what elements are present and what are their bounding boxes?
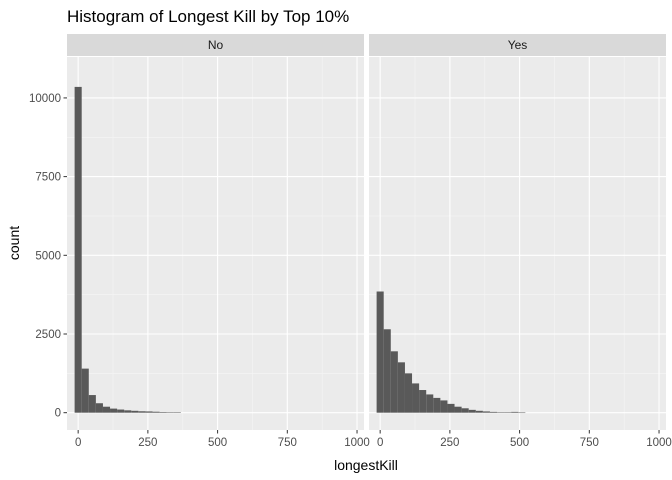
x-axis-no: 0 250 500 750 1000 xyxy=(75,430,370,449)
histogram-bar-yes xyxy=(489,411,498,413)
histogram-bar-no xyxy=(138,411,146,413)
x-axis-label: longestKill xyxy=(334,457,398,473)
histogram-bar-yes xyxy=(426,394,434,413)
x-tick-label: 1000 xyxy=(344,437,370,449)
y-tick-label: 5000 xyxy=(35,250,61,262)
histogram-bar-no xyxy=(95,403,103,413)
histogram-bar-no xyxy=(131,410,139,413)
panel-yes-content xyxy=(369,57,666,430)
histogram-bar-yes xyxy=(440,400,448,413)
histogram-bar-yes xyxy=(376,291,384,413)
chart-title: Histogram of Longest Kill by Top 10% xyxy=(67,7,349,26)
histogram-bar-yes xyxy=(419,390,427,413)
histogram-bar-yes xyxy=(404,373,413,413)
histogram-bar-yes xyxy=(482,411,490,413)
y-axis-label: count xyxy=(6,226,22,260)
x-tick-label: 0 xyxy=(75,437,81,449)
histogram-bar-yes xyxy=(397,362,405,413)
histogram-bar-yes xyxy=(383,329,391,413)
facet-label-yes: Yes xyxy=(508,38,528,52)
histogram-bar-no xyxy=(159,412,167,413)
histogram-bar-no xyxy=(74,86,82,413)
histogram-bar-yes xyxy=(497,412,505,413)
histogram-bar-no xyxy=(124,410,132,413)
histogram-bar-no xyxy=(173,412,181,413)
histogram-bar-yes xyxy=(504,412,512,413)
histogram-bar-yes xyxy=(475,410,483,413)
facet-label-no: No xyxy=(208,38,224,52)
x-tick-label: 750 xyxy=(580,437,599,449)
histogram-bar-no xyxy=(145,411,153,413)
x-axis-yes: 0 250 500 750 1000 xyxy=(377,430,672,449)
panel-yes xyxy=(369,57,666,430)
histogram-bar-yes xyxy=(412,383,420,413)
y-tick-label: 7500 xyxy=(35,172,61,184)
y-tick-label: 0 xyxy=(55,408,61,420)
histogram-bar-yes xyxy=(390,351,398,413)
y-axis: 0 2500 5000 7500 10000 xyxy=(29,93,67,420)
histogram-bar-no xyxy=(102,406,111,413)
panel-no xyxy=(67,57,364,430)
histogram-bar-no xyxy=(166,412,174,413)
histogram-bar-yes xyxy=(468,409,476,413)
histogram-bar-no xyxy=(81,368,89,413)
histogram-bar-yes xyxy=(511,411,519,413)
histogram-bar-yes xyxy=(433,397,441,413)
x-tick-label: 500 xyxy=(208,437,227,449)
panel-yes-background xyxy=(369,34,666,56)
histogram-bar-no xyxy=(110,408,118,413)
histogram-bar-yes xyxy=(461,408,469,413)
x-tick-label: 0 xyxy=(377,437,383,449)
x-tick-label: 750 xyxy=(278,437,297,449)
histogram-bar-no xyxy=(152,411,160,413)
y-tick-label: 2500 xyxy=(35,329,61,341)
x-tick-label: 250 xyxy=(440,437,459,449)
histogram-bar-yes xyxy=(518,412,526,414)
histogram-bar-yes xyxy=(447,403,455,413)
panel-no-background xyxy=(67,34,364,56)
y-tick-label: 10000 xyxy=(29,93,61,105)
x-tick-label: 250 xyxy=(138,437,157,449)
x-tick-label: 500 xyxy=(510,437,529,449)
panel-no-content xyxy=(67,57,364,430)
histogram-bar-yes xyxy=(454,406,462,413)
histogram-bar-no xyxy=(88,395,96,413)
x-tick-label: 1000 xyxy=(646,437,672,449)
histogram-bar-no xyxy=(117,409,125,413)
